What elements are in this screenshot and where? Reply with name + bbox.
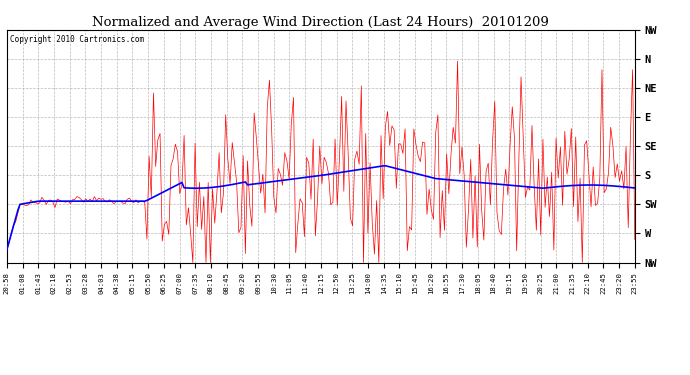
Title: Normalized and Average Wind Direction (Last 24 Hours)  20101209: Normalized and Average Wind Direction (L… [92, 16, 549, 29]
Text: Copyright 2010 Cartronics.com: Copyright 2010 Cartronics.com [10, 34, 144, 44]
